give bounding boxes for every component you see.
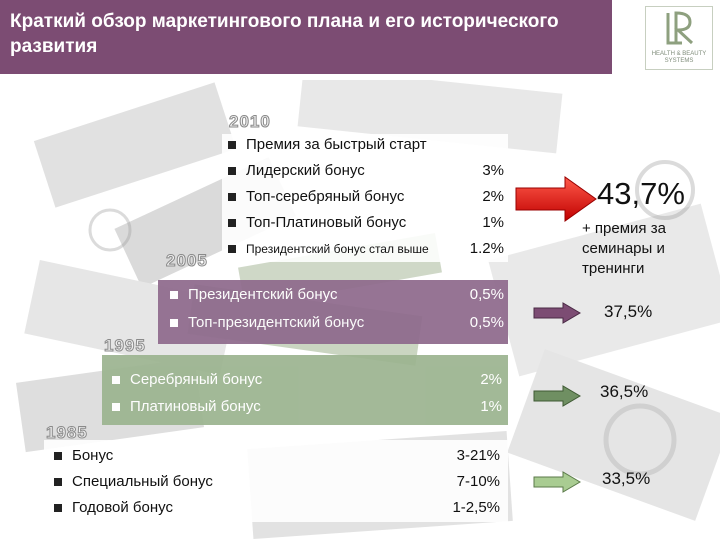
list-item: Лидерский бонус 3% (228, 160, 504, 182)
lr-logo-mark (666, 11, 694, 45)
total-2010: 43,7% (597, 176, 685, 211)
bullet-icon (112, 403, 120, 411)
bonus-label: Президентский бонус стал выше (246, 242, 429, 256)
bullet-icon (54, 452, 62, 460)
bonus-value: 1% (482, 214, 504, 231)
bonus-value: 7-10% (456, 473, 500, 490)
arrow-right-icon (533, 302, 581, 324)
bonus-value: 3-21% (456, 447, 500, 464)
arrow-right-icon (533, 471, 581, 493)
list-item: Топ-президентский бонус 0,5% (170, 312, 504, 334)
list-item: Платиновый бонус 1% (112, 396, 502, 418)
bonus-label: Платиновый бонус (130, 398, 261, 415)
logo-line-1: HEALTH & BEAUTY (651, 51, 707, 57)
tier-2005-panel: Президентский бонус 0,5% Топ-президентск… (158, 280, 508, 344)
banknote (24, 260, 236, 375)
year-2005-label: 2005 (166, 251, 208, 271)
bonus-value: 0,5% (469, 286, 504, 303)
bonus-value: 2% (480, 371, 502, 388)
list-item: Президентский бонус 0,5% (170, 284, 504, 306)
list-item: Топ-серебряный бонус 2% (228, 186, 504, 208)
year-1995-label: 1995 (104, 336, 146, 356)
logo-line-2: SYSTEMS (664, 58, 694, 64)
note-2010: + премия за семинары и тренинги (582, 220, 666, 277)
list-item: Бонус 3-21% (54, 445, 500, 467)
bullet-icon (228, 219, 236, 227)
logo-text: HEALTH & BEAUTY SYSTEMS (646, 51, 712, 65)
logo: HEALTH & BEAUTY SYSTEMS (639, 0, 717, 74)
coin (603, 403, 677, 477)
tier-2010-panel: Премия за быстрый старт Лидерский бонус … (222, 134, 508, 262)
logo-frame: HEALTH & BEAUTY SYSTEMS (645, 6, 713, 70)
bonus-label: Бонус (72, 447, 114, 464)
list-item: Специальный бонус 7-10% (54, 471, 500, 493)
bullet-icon (228, 167, 236, 175)
arrow-right-icon (515, 176, 597, 222)
bonus-value: 2% (482, 188, 504, 205)
bonus-label: Топ-Платиновый бонус (246, 214, 407, 231)
total-1995: 36,5% (600, 382, 649, 401)
list-item: Годовой бонус 1-2,5% (54, 497, 500, 519)
bonus-label: Премия за быстрый старт (246, 136, 427, 153)
coin (635, 160, 695, 220)
year-2010-label: 2010 (229, 112, 271, 132)
bonus-label: Специальный бонус (72, 473, 213, 490)
bullet-icon (54, 478, 62, 486)
tier-1985-panel: Бонус 3-21% Специальный бонус 7-10% Годо… (44, 440, 508, 522)
bullet-icon (170, 319, 178, 327)
year-1985-label: 1985 (46, 423, 88, 443)
bullet-icon (228, 193, 236, 201)
bonus-label: Годовой бонус (72, 499, 173, 516)
list-item: Премия за быстрый старт (228, 134, 508, 156)
bonus-label: Топ-президентский бонус (188, 314, 365, 331)
bonus-value: 1% (480, 398, 502, 415)
arrow-right-icon (533, 385, 581, 407)
banknote (297, 80, 563, 154)
header-bar: Краткий обзор маркетингового плана и его… (0, 0, 612, 74)
bonus-value: 0,5% (469, 314, 504, 331)
bullet-icon (112, 376, 120, 384)
bonus-value: 1.2% (469, 240, 504, 257)
list-item: Президентский бонус стал выше 1.2% (228, 238, 504, 260)
list-item: Топ-Платиновый бонус 1% (228, 212, 504, 234)
bonus-value: 1-2,5% (452, 499, 500, 516)
list-item: Серебряный бонус 2% (112, 369, 502, 391)
bullet-icon (170, 291, 178, 299)
bullet-icon (54, 504, 62, 512)
page-title: Краткий обзор маркетингового плана и его… (10, 11, 559, 57)
total-2005: 37,5% (604, 302, 653, 321)
bonus-label: Топ-серебряный бонус (246, 188, 405, 205)
banknote (507, 349, 720, 521)
bullet-icon (228, 141, 236, 149)
total-1985: 33,5% (602, 469, 651, 488)
banknote (33, 82, 237, 208)
bullet-icon (228, 245, 236, 253)
coin (88, 208, 132, 252)
bonus-label: Серебряный бонус (130, 371, 263, 388)
bonus-label: Президентский бонус (188, 286, 338, 303)
bonus-value: 3% (482, 162, 504, 179)
bonus-label: Лидерский бонус (246, 162, 365, 179)
banknote (488, 203, 720, 377)
tier-1995-panel: Серебряный бонус 2% Платиновый бонус 1% (102, 355, 508, 425)
